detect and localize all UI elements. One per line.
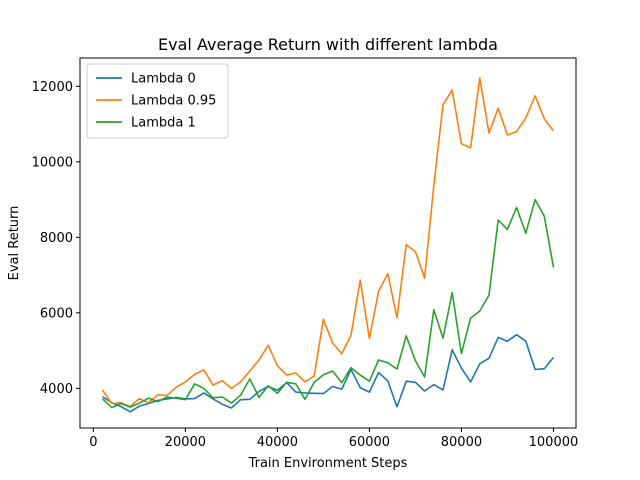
chart-title: Eval Average Return with different lambd… bbox=[158, 35, 498, 54]
series-line-2 bbox=[101, 198, 555, 409]
x-axis: 0 20000 40000 60000 80000 100000 bbox=[89, 428, 578, 450]
legend-label-0: Lambda 0 bbox=[131, 72, 196, 87]
x-tick-label: 0 bbox=[89, 435, 97, 450]
x-tick-label: 80000 bbox=[441, 435, 482, 450]
legend-label-1: Lambda 0.95 bbox=[131, 94, 216, 109]
y-tick-label: 6000 bbox=[40, 306, 73, 321]
legend: Lambda 0 Lambda 0.95 Lambda 1 bbox=[86, 63, 229, 139]
y-tick-label: 10000 bbox=[32, 155, 73, 170]
legend-box bbox=[86, 63, 229, 139]
x-tick-label: 100000 bbox=[529, 435, 579, 450]
x-tick-label: 60000 bbox=[349, 435, 390, 450]
series-layer bbox=[101, 77, 555, 413]
x-tick-label: 40000 bbox=[257, 435, 298, 450]
plot-frame bbox=[79, 57, 577, 429]
y-tick-label: 8000 bbox=[40, 231, 73, 246]
y-axis-label: Eval Return bbox=[7, 206, 22, 281]
x-axis-label: Train Environment Steps bbox=[248, 456, 408, 471]
x-tick-label: 20000 bbox=[165, 435, 206, 450]
series-line-1 bbox=[101, 77, 555, 408]
y-axis: 4000 6000 8000 10000 12000 bbox=[32, 80, 80, 397]
y-tick-label: 4000 bbox=[40, 382, 73, 397]
legend-label-2: Lambda 1 bbox=[131, 116, 196, 131]
y-tick-label: 12000 bbox=[32, 80, 73, 95]
